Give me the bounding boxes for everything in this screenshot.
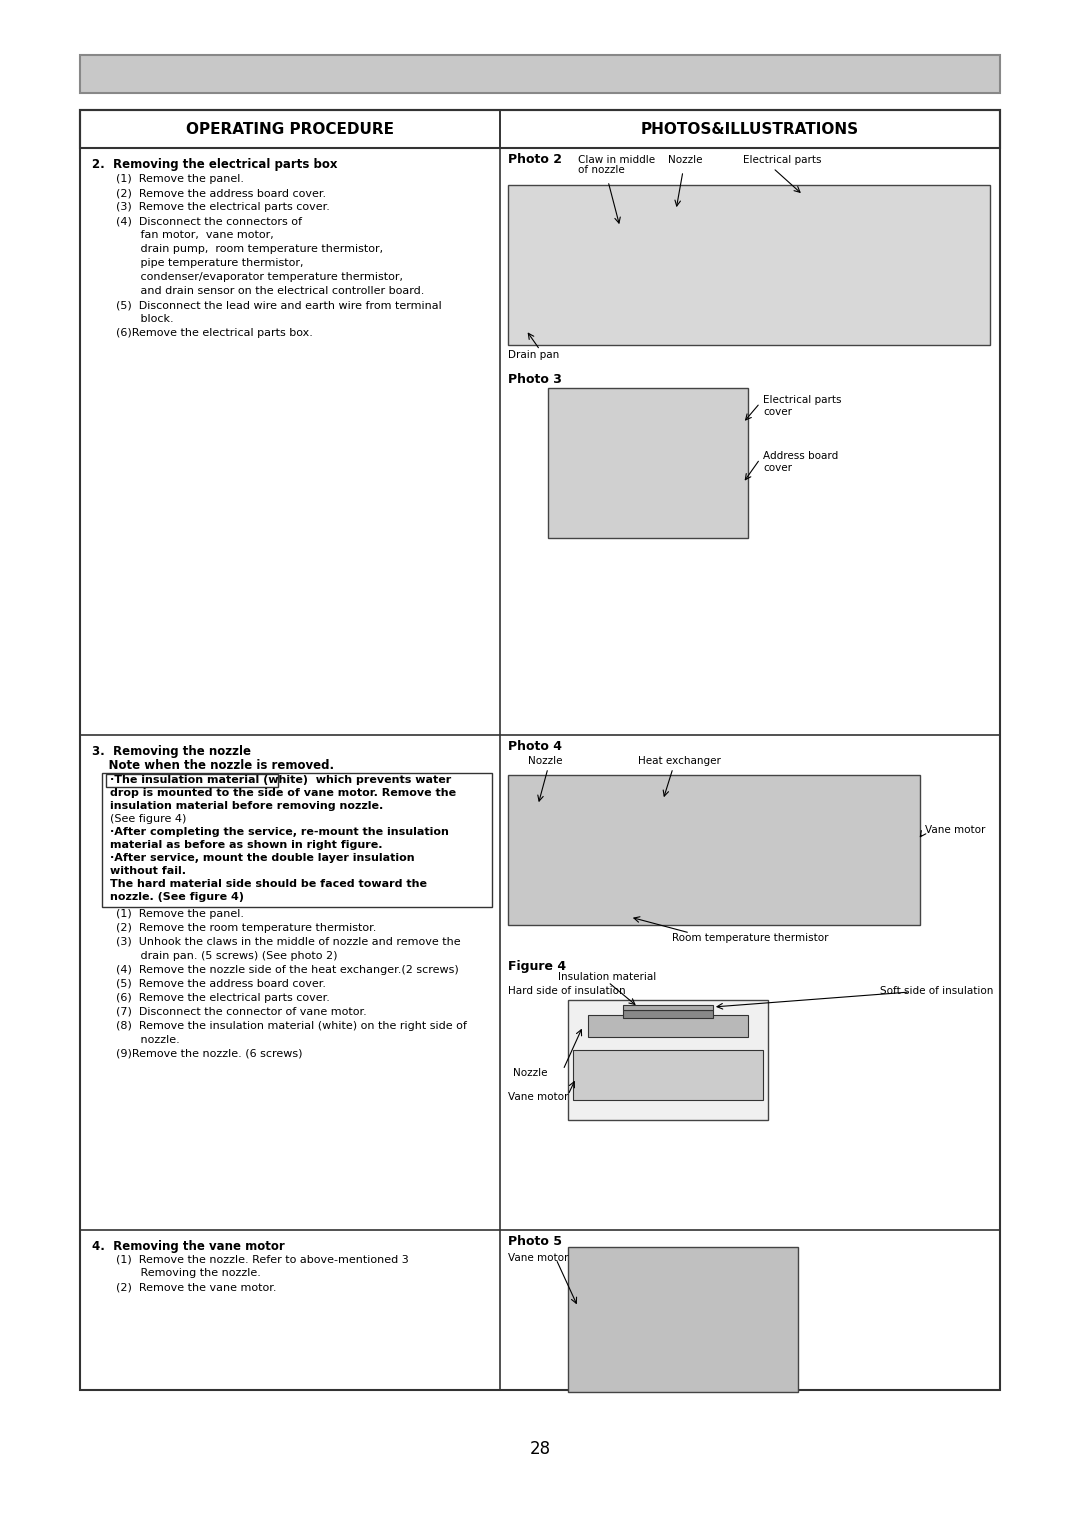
Text: ·After service, mount the double layer insulation: ·After service, mount the double layer i… (110, 853, 415, 863)
Text: ·After completing the service, re-mount the insulation: ·After completing the service, re-mount … (110, 827, 449, 837)
Text: (5)  Disconnect the lead wire and earth wire from terminal: (5) Disconnect the lead wire and earth w… (102, 300, 442, 309)
Text: Removing the nozzle.: Removing the nozzle. (102, 1268, 261, 1278)
Text: (7)  Disconnect the connector of vane motor.: (7) Disconnect the connector of vane mot… (102, 1007, 367, 1017)
Text: ·The insulation material (white)  which prevents water: ·The insulation material (white) which p… (110, 775, 451, 785)
Bar (508, 775, 920, 925)
Text: drain pump,  room temperature thermistor,: drain pump, room temperature thermistor, (102, 243, 383, 254)
Text: pipe temperature thermistor,: pipe temperature thermistor, (102, 259, 303, 268)
Text: Photo 2: Photo 2 (508, 153, 562, 165)
Text: block.: block. (102, 314, 174, 325)
Text: (6)  Remove the electrical parts cover.: (6) Remove the electrical parts cover. (102, 994, 329, 1003)
Text: (4)  Remove the nozzle side of the heat exchanger.(2 screws): (4) Remove the nozzle side of the heat e… (102, 965, 459, 975)
Bar (623, 1010, 713, 1018)
Text: Soft side of insulation: Soft side of insulation (880, 986, 994, 997)
Bar (573, 1050, 762, 1099)
Text: (8)  Remove the insulation material (white) on the right side of: (8) Remove the insulation material (whit… (102, 1021, 467, 1030)
Text: Hard side of insulation: Hard side of insulation (508, 986, 625, 997)
Text: Electrical parts: Electrical parts (762, 395, 841, 406)
Text: PHOTOS&ILLUSTRATIONS: PHOTOS&ILLUSTRATIONS (640, 121, 859, 136)
Text: OPERATING PROCEDURE: OPERATING PROCEDURE (186, 121, 394, 136)
Text: (9)Remove the nozzle. (6 screws): (9)Remove the nozzle. (6 screws) (102, 1049, 302, 1059)
Text: nozzle. (See figure 4): nozzle. (See figure 4) (110, 893, 244, 902)
Text: The hard material side should be faced toward the: The hard material side should be faced t… (110, 879, 427, 890)
Text: fan motor,  vane motor,: fan motor, vane motor, (102, 230, 273, 240)
Text: Photo 4: Photo 4 (508, 739, 562, 753)
Text: condenser/evaporator temperature thermistor,: condenser/evaporator temperature thermis… (102, 273, 403, 282)
Text: Heat exchanger: Heat exchanger (638, 756, 720, 766)
Bar (102, 773, 492, 906)
Text: (1)  Remove the nozzle. Refer to above-mentioned 3: (1) Remove the nozzle. Refer to above-me… (102, 1254, 408, 1265)
Text: Nozzle: Nozzle (513, 1069, 548, 1078)
Bar (80, 110, 1000, 1390)
Text: drop is mounted to the side of vane motor. Remove the: drop is mounted to the side of vane moto… (110, 788, 456, 798)
Text: (4)  Disconnect the connectors of: (4) Disconnect the connectors of (102, 216, 302, 227)
Text: 3.  Removing the nozzle: 3. Removing the nozzle (92, 746, 251, 758)
Text: (5)  Remove the address board cover.: (5) Remove the address board cover. (102, 978, 326, 989)
Bar (568, 1000, 768, 1121)
Text: without fail.: without fail. (110, 867, 186, 876)
Text: (6)Remove the electrical parts box.: (6)Remove the electrical parts box. (102, 328, 313, 338)
Bar (548, 387, 748, 537)
Text: Electrical parts: Electrical parts (743, 155, 822, 165)
Text: nozzle.: nozzle. (102, 1035, 179, 1046)
Text: (2)  Remove the address board cover.: (2) Remove the address board cover. (102, 188, 326, 197)
Text: Vane motor: Vane motor (508, 1092, 568, 1102)
Text: (3)  Remove the electrical parts cover.: (3) Remove the electrical parts cover. (102, 202, 329, 211)
Text: Photo 5: Photo 5 (508, 1236, 562, 1248)
Bar (588, 1015, 748, 1036)
Text: of nozzle: of nozzle (578, 165, 624, 175)
Text: Nozzle: Nozzle (528, 756, 563, 766)
Text: 4.  Removing the vane motor: 4. Removing the vane motor (92, 1240, 285, 1252)
Text: Photo 3: Photo 3 (508, 374, 562, 386)
Text: material as before as shown in right figure.: material as before as shown in right fig… (110, 841, 382, 850)
Bar (80, 55, 1000, 93)
Text: (1)  Remove the panel.: (1) Remove the panel. (102, 175, 244, 184)
Text: Insulation material: Insulation material (558, 972, 657, 981)
Text: (2)  Remove the vane motor.: (2) Remove the vane motor. (102, 1281, 276, 1292)
Text: (1)  Remove the panel.: (1) Remove the panel. (102, 909, 244, 919)
Text: (2)  Remove the room temperature thermistor.: (2) Remove the room temperature thermist… (102, 923, 376, 932)
Text: Claw in middle: Claw in middle (578, 155, 656, 165)
Bar (106, 775, 278, 787)
Text: cover: cover (762, 407, 792, 416)
Bar (623, 1004, 713, 1010)
Text: 28: 28 (529, 1441, 551, 1458)
Text: and drain sensor on the electrical controller board.: and drain sensor on the electrical contr… (102, 286, 424, 295)
Text: drain pan. (5 screws) (See photo 2): drain pan. (5 screws) (See photo 2) (102, 951, 337, 961)
Text: Figure 4: Figure 4 (508, 960, 566, 974)
Text: insulation material before removing nozzle.: insulation material before removing nozz… (110, 801, 383, 811)
Bar (80, 110, 1000, 149)
Text: 2.  Removing the electrical parts box: 2. Removing the electrical parts box (92, 158, 337, 171)
Text: (See figure 4): (See figure 4) (110, 814, 187, 824)
Text: Nozzle: Nozzle (669, 155, 702, 165)
Text: Room temperature thermistor: Room temperature thermistor (672, 932, 828, 943)
Text: Address board: Address board (762, 452, 838, 461)
Text: Vane motor: Vane motor (924, 825, 985, 834)
Text: Note when the nozzle is removed.: Note when the nozzle is removed. (92, 759, 334, 772)
Text: (3)  Unhook the claws in the middle of nozzle and remove the: (3) Unhook the claws in the middle of no… (102, 937, 461, 948)
Text: cover: cover (762, 462, 792, 473)
Bar (508, 185, 990, 344)
Text: Drain pan: Drain pan (508, 351, 559, 360)
Text: Vane motor: Vane motor (508, 1252, 568, 1263)
Bar (568, 1248, 798, 1392)
